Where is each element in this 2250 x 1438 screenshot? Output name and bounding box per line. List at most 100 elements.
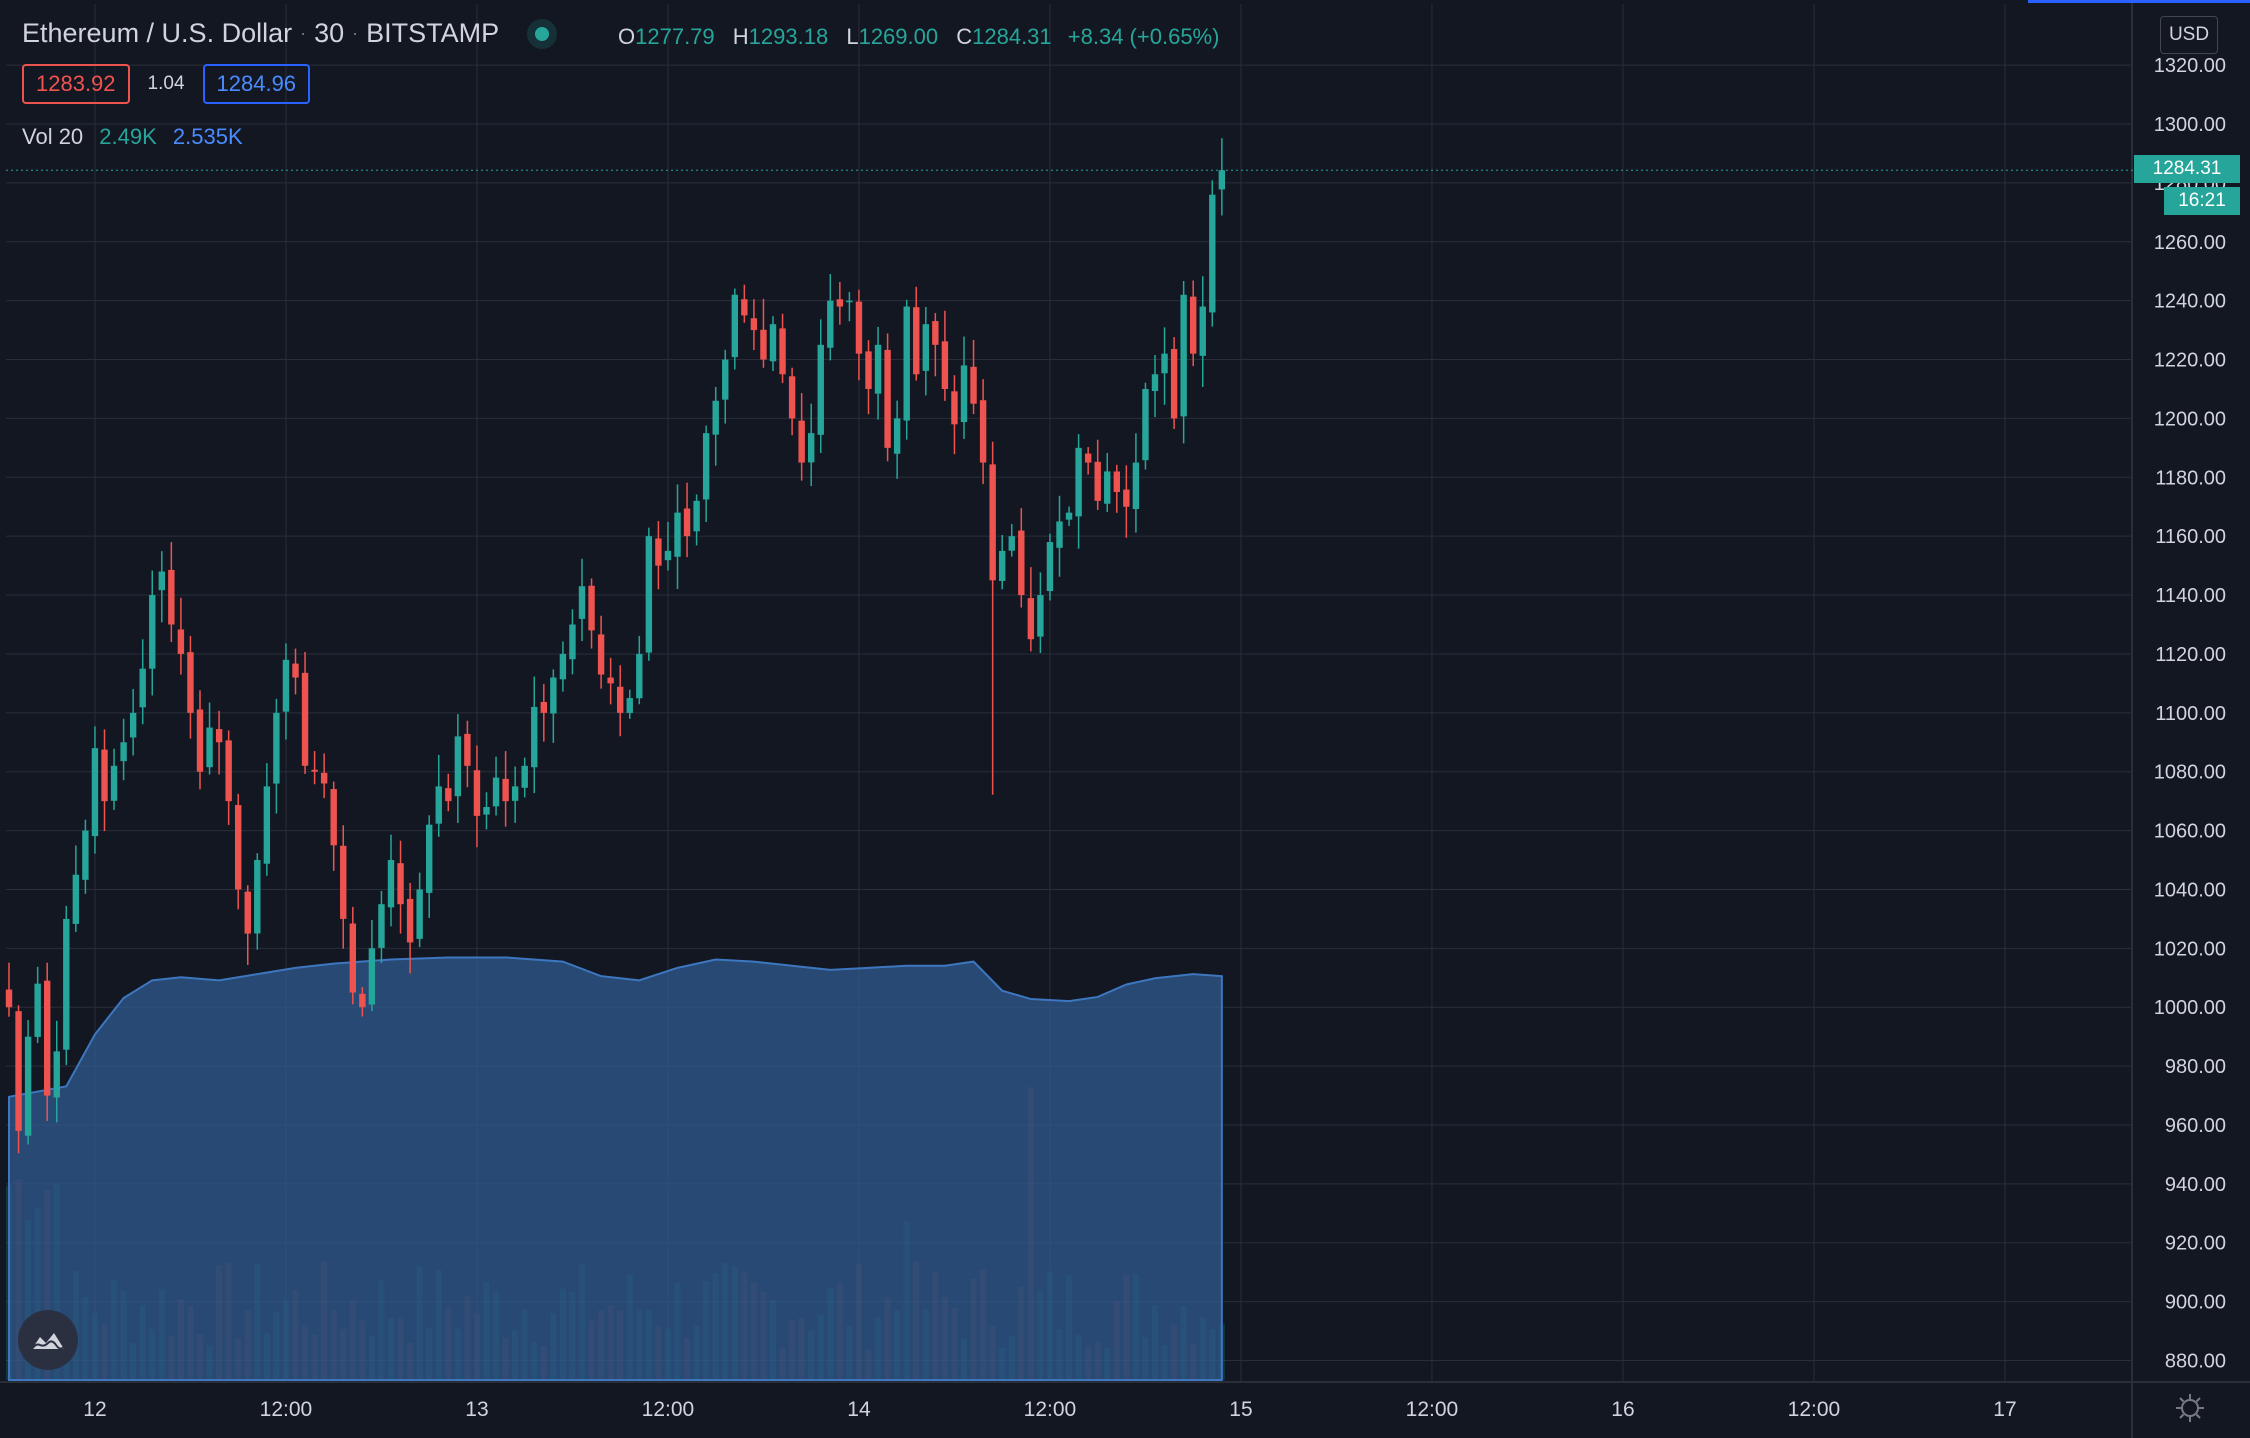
time-tick-label: 12:00 [260,1398,313,1421]
volume-legend[interactable]: Vol 20 2.49K 2.535K [22,124,243,150]
sell-price-button[interactable]: 1283.92 [22,64,130,104]
low-label: L [846,24,859,49]
price-tick-label: 1160.00 [2155,526,2226,548]
price-tick-label: 880.00 [2165,1351,2226,1373]
candle-body [970,366,977,404]
candle-body [254,860,261,934]
price-tick-label: 1260.00 [2154,232,2226,254]
candle-body [636,653,643,699]
candle-body [569,624,576,660]
price-tick-label: 1240.00 [2154,291,2226,313]
candle-body [1075,447,1082,517]
tradingview-logo-icon[interactable] [18,1310,78,1370]
price-tick-label: 1100.00 [2155,703,2226,725]
candle-body [1027,598,1035,640]
price-tick-label: 1180.00 [2155,467,2226,489]
candle-body [282,659,290,712]
candle-body [617,686,624,713]
currency-button[interactable]: USD [2160,16,2218,54]
candle-body [769,324,777,362]
buy-price-button[interactable]: 1284.96 [202,64,311,104]
candle-body [91,748,99,837]
candle-body [989,464,996,581]
candle-body [340,845,347,919]
price-tick-label: 1020.00 [2154,938,2226,960]
last-price-label: 1284.31 [2134,155,2240,183]
candle-body [263,786,271,864]
close-label: C [956,24,973,49]
candle-body [1084,453,1092,463]
candle-body [674,512,681,557]
candle-body [855,301,863,354]
candle-body [492,777,500,807]
time-tick-label: 12:00 [1024,1398,1077,1421]
bid-ask-panel: 1283.92 1.04 1284.96 [22,64,311,104]
header-separator: · [300,23,307,43]
candle-body [741,299,748,316]
volume-ma-area [8,956,1223,1381]
candle-body [683,508,691,537]
candle-body [893,418,901,454]
candle-body [34,983,41,1037]
interval-label[interactable]: 30 [314,18,345,48]
candle-body [435,786,442,824]
candle-body [24,1036,32,1136]
top-accent-bar [2028,0,2250,3]
candle-body [72,874,80,924]
settings-gear-icon[interactable] [2174,1392,2206,1424]
candle-body [110,765,118,801]
candle-body [788,376,796,419]
candle-body [101,749,108,802]
candle-body [827,300,834,348]
candle-body [196,709,204,772]
candle-body [426,824,433,893]
open-label: O [618,24,636,49]
candle-body [550,677,557,714]
candle-body [273,712,280,784]
candle-body [559,653,567,680]
price-tick-label: 1140.00 [2155,585,2226,607]
time-tick-label: 12:00 [642,1398,695,1421]
candle-body [645,536,653,653]
price-tick-label: 1080.00 [2154,762,2226,784]
candle-body [903,306,910,421]
candle-body [999,550,1006,581]
header-separator: · [352,23,359,43]
price-tick-label: 1320.00 [2154,55,2226,77]
candle-body [884,349,891,448]
time-tick-label: 12:00 [1406,1398,1459,1421]
symbol-header[interactable]: Ethereum / U.S. Dollar · 30 · BITSTAMP [22,18,579,49]
candle-body [578,586,586,619]
time-tick-label: 12:00 [1788,1398,1841,1421]
candle-body [454,736,462,797]
time-tick-label: 15 [1229,1398,1252,1421]
candle-body [808,433,815,463]
price-tick-label: 960.00 [2165,1115,2226,1137]
candle-body [588,585,595,631]
candle-body [1113,471,1120,493]
volume-label: Vol 20 [22,124,84,149]
candle-body [406,898,414,943]
candle-body [215,729,223,743]
low-value: 1269.00 [858,24,939,49]
candle-body [1056,521,1063,548]
candle-body [1142,388,1149,461]
candle-body [607,677,614,684]
candle-body [655,538,662,566]
candle-body [1046,542,1054,592]
price-tick-label: 1200.00 [2154,408,2226,430]
time-tick-label: 13 [465,1398,488,1421]
candle-body [225,740,232,802]
candle-body [846,300,853,303]
candle-body [1161,353,1168,374]
symbol-name[interactable]: Ethereum / U.S. Dollar [22,18,293,48]
countdown-label: 16:21 [2164,187,2240,215]
candle-body [597,634,605,675]
price-tick-label: 1220.00 [2154,350,2226,372]
candle-body [473,770,481,816]
candle-body [960,365,968,423]
candle-body [712,400,719,435]
candle-body [387,860,395,908]
candle-body [177,629,185,654]
